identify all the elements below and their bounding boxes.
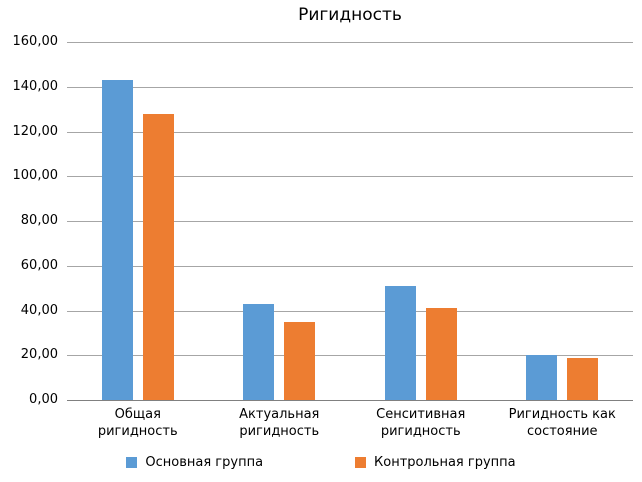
y-axis-tick-label: 60,00 — [20, 257, 58, 273]
gridline — [67, 176, 633, 178]
bar-series-1 — [101, 80, 133, 400]
plot-area — [67, 42, 633, 401]
y-axis-tick-label: 80,00 — [20, 213, 58, 228]
gridline — [67, 221, 633, 222]
gridline — [67, 310, 633, 312]
category-label: Сенситивная ригидность — [376, 407, 466, 439]
legend: Основная группа Контрольная группа — [0, 455, 642, 470]
y-axis-tick-label: 120,00 — [12, 123, 59, 139]
legend-item-main-group: Основная группа — [126, 455, 263, 470]
bars-layer — [67, 42, 633, 400]
gridline — [67, 131, 633, 133]
y-axis-labels: 0,00 20,00 40,00 60,00 80,00 100,00 120,00 140,… — [0, 0, 59, 482]
legend-item-control-group: Контрольная группа — [355, 455, 516, 470]
category-label: Общая ригидность — [97, 407, 178, 439]
bar-series-2 — [567, 357, 599, 400]
y-axis-tick-label: 140,00 — [12, 78, 59, 94]
x-axis-labels: Общая ригидность Актуальная ригидность Сен… — [67, 406, 633, 440]
bar-series-1 — [384, 285, 416, 400]
gridline — [67, 86, 633, 88]
bar-series-2 — [142, 113, 174, 400]
gridline — [67, 42, 633, 43]
legend-swatch-blue — [126, 457, 138, 468]
gridline — [67, 355, 633, 357]
gridline — [67, 265, 633, 267]
bar-group — [67, 42, 209, 400]
bar-group — [209, 42, 351, 400]
y-axis-tick-label: 20,00 — [20, 347, 58, 363]
bar-group — [350, 42, 492, 400]
chart-title: Ригидность — [298, 5, 402, 25]
category-label: Актуальная ригидность — [239, 407, 320, 439]
bar-series-1 — [526, 355, 558, 400]
legend-label-control-group: Контрольная группа — [374, 455, 516, 470]
category-label: Ригидность как состояние — [508, 407, 616, 439]
bar-series-2 — [425, 308, 457, 400]
y-axis-tick-label: 100,00 — [12, 168, 59, 184]
bar-series-2 — [284, 321, 316, 400]
legend-label-main-group: Основная группа — [145, 455, 264, 470]
y-axis-tick-label: 0,00 — [29, 392, 58, 407]
y-axis-tick-label: 160,00 — [12, 34, 59, 49]
legend-swatch-orange — [355, 457, 367, 468]
y-axis-tick-label: 40,00 — [20, 302, 58, 318]
bar-group — [492, 42, 634, 400]
bar-series-1 — [243, 303, 275, 400]
